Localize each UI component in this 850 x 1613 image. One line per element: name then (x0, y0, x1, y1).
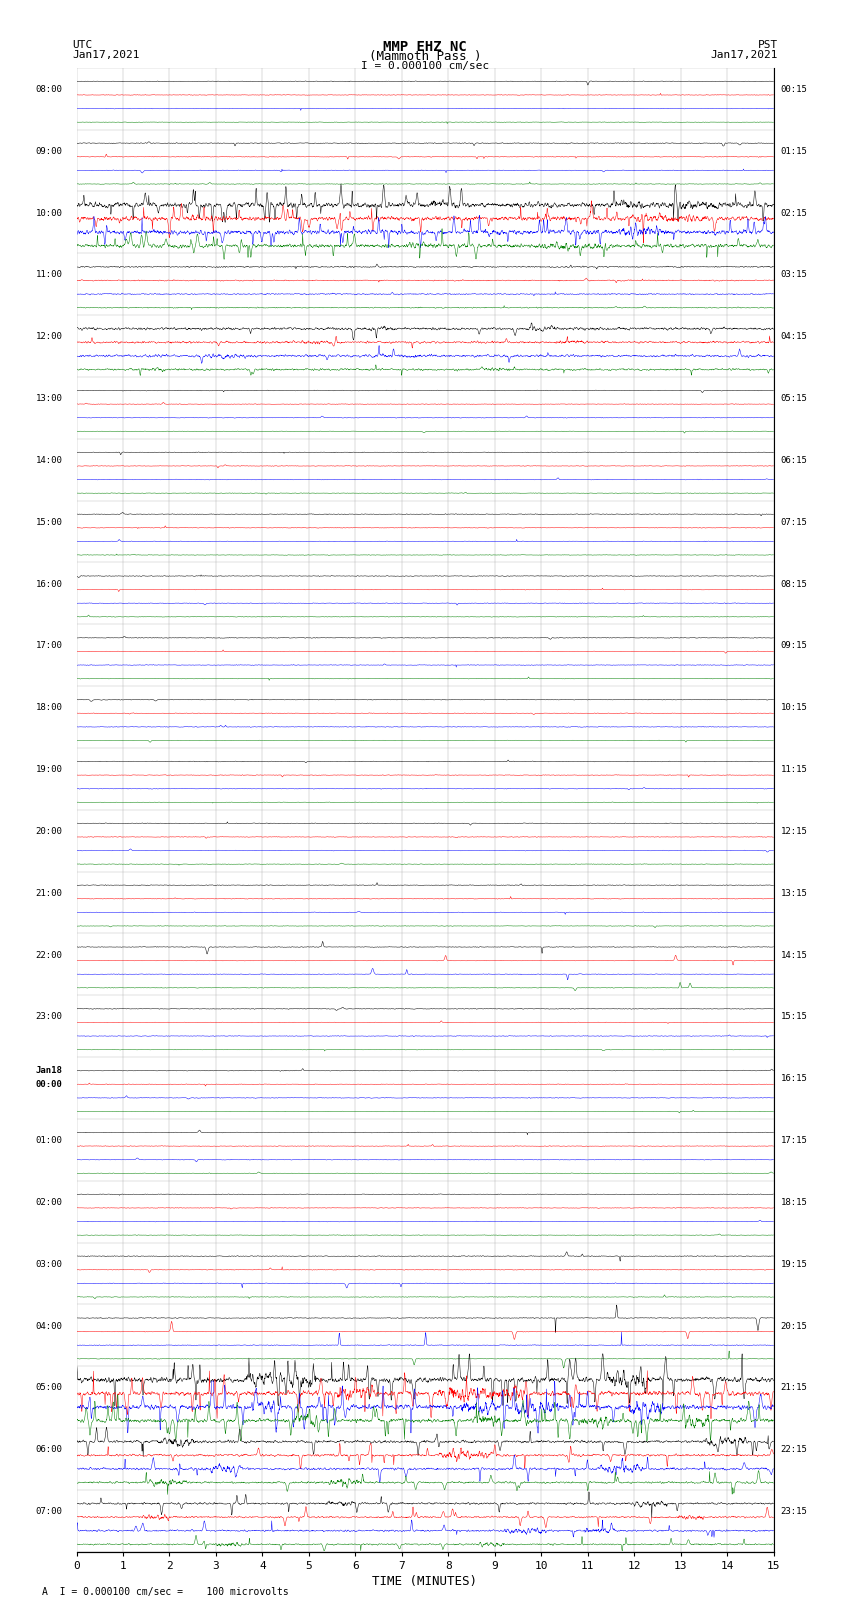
Text: 19:15: 19:15 (780, 1260, 808, 1269)
Text: 05:00: 05:00 (36, 1384, 63, 1392)
Text: UTC: UTC (72, 39, 93, 50)
Text: 20:00: 20:00 (36, 827, 63, 836)
Text: 23:00: 23:00 (36, 1013, 63, 1021)
Text: 01:15: 01:15 (780, 147, 808, 156)
Text: 10:15: 10:15 (780, 703, 808, 713)
Text: 06:15: 06:15 (780, 456, 808, 465)
Text: 08:00: 08:00 (36, 85, 63, 94)
Text: 17:15: 17:15 (780, 1136, 808, 1145)
Text: 12:00: 12:00 (36, 332, 63, 342)
Text: 01:00: 01:00 (36, 1136, 63, 1145)
Text: 16:00: 16:00 (36, 579, 63, 589)
Text: I = 0.000100 cm/sec: I = 0.000100 cm/sec (361, 61, 489, 71)
Text: Jan17,2021: Jan17,2021 (72, 50, 139, 60)
Text: 03:00: 03:00 (36, 1260, 63, 1269)
Text: 08:15: 08:15 (780, 579, 808, 589)
Text: 07:15: 07:15 (780, 518, 808, 527)
Text: 11:00: 11:00 (36, 271, 63, 279)
Text: 03:15: 03:15 (780, 271, 808, 279)
Text: 09:00: 09:00 (36, 147, 63, 156)
Text: 20:15: 20:15 (780, 1321, 808, 1331)
Text: 23:15: 23:15 (780, 1507, 808, 1516)
Text: 16:15: 16:15 (780, 1074, 808, 1084)
Text: 19:00: 19:00 (36, 765, 63, 774)
Text: 06:00: 06:00 (36, 1445, 63, 1455)
Text: 05:15: 05:15 (780, 394, 808, 403)
Text: 04:15: 04:15 (780, 332, 808, 342)
Text: 00:15: 00:15 (780, 85, 808, 94)
Text: (Mammoth Pass ): (Mammoth Pass ) (369, 50, 481, 63)
Text: PST: PST (757, 39, 778, 50)
Text: 14:15: 14:15 (780, 950, 808, 960)
Text: 00:00: 00:00 (36, 1081, 63, 1089)
Text: 07:00: 07:00 (36, 1507, 63, 1516)
Text: 12:15: 12:15 (780, 827, 808, 836)
Text: 21:00: 21:00 (36, 889, 63, 898)
Text: 14:00: 14:00 (36, 456, 63, 465)
Text: 22:00: 22:00 (36, 950, 63, 960)
Text: 13:00: 13:00 (36, 394, 63, 403)
Text: 15:15: 15:15 (780, 1013, 808, 1021)
Text: 15:00: 15:00 (36, 518, 63, 527)
Text: Jan17,2021: Jan17,2021 (711, 50, 778, 60)
Text: 21:15: 21:15 (780, 1384, 808, 1392)
Text: 18:00: 18:00 (36, 703, 63, 713)
Text: A  I = 0.000100 cm/sec =    100 microvolts: A I = 0.000100 cm/sec = 100 microvolts (42, 1587, 289, 1597)
X-axis label: TIME (MINUTES): TIME (MINUTES) (372, 1574, 478, 1587)
Text: 11:15: 11:15 (780, 765, 808, 774)
Text: 09:15: 09:15 (780, 642, 808, 650)
Text: 02:00: 02:00 (36, 1198, 63, 1207)
Text: 04:00: 04:00 (36, 1321, 63, 1331)
Text: 02:15: 02:15 (780, 208, 808, 218)
Text: 13:15: 13:15 (780, 889, 808, 898)
Text: 18:15: 18:15 (780, 1198, 808, 1207)
Text: 10:00: 10:00 (36, 208, 63, 218)
Text: Jan18: Jan18 (36, 1066, 63, 1076)
Text: 17:00: 17:00 (36, 642, 63, 650)
Text: MMP EHZ NC: MMP EHZ NC (383, 39, 467, 53)
Text: 22:15: 22:15 (780, 1445, 808, 1455)
